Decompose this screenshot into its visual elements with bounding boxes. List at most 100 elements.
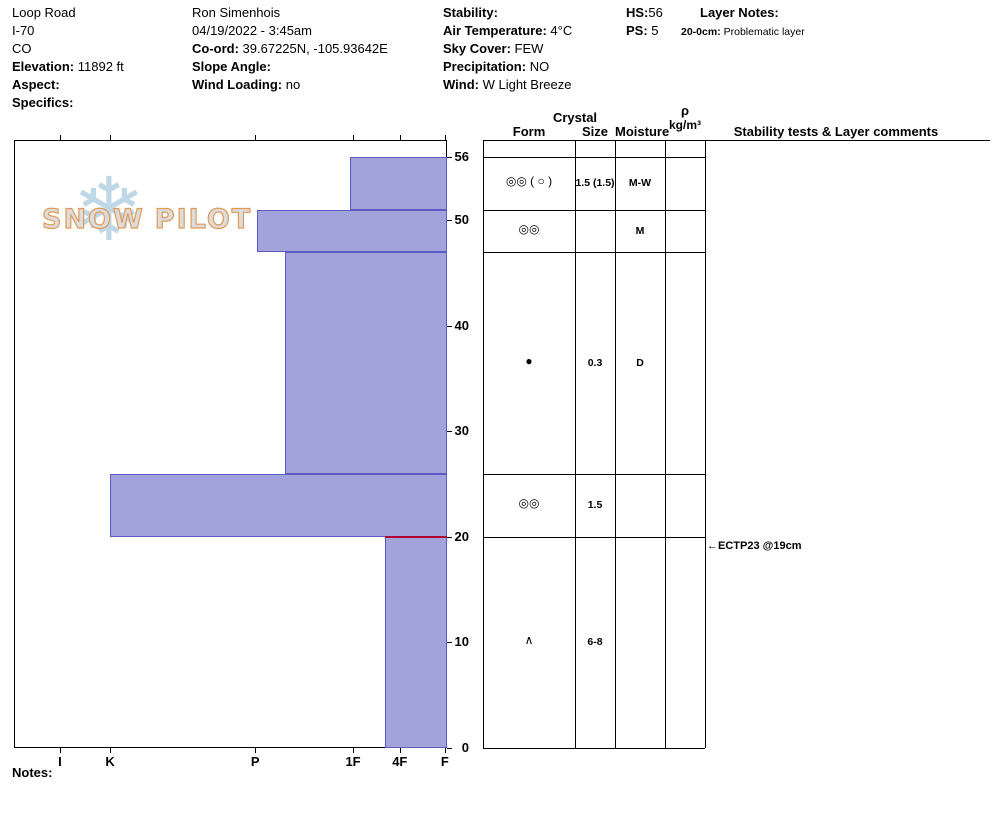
air-temp-value: 4°C: [546, 23, 573, 38]
grain-form-cell: ∧: [524, 633, 534, 648]
moisture-cell: M-W: [628, 177, 652, 190]
hardness-bar: [350, 157, 447, 210]
hardness-axis-label: P: [250, 754, 260, 769]
table-column-line: [705, 140, 706, 748]
layer-boundary-line: [483, 748, 705, 749]
table-top-line: [483, 140, 990, 141]
layer-note-range: 20-0cm:: [681, 26, 721, 38]
snowpilot-logo: ❄ SNOW PILOT: [40, 158, 253, 261]
hardness-tick-top: [255, 135, 257, 140]
table-column-line: [665, 140, 666, 748]
column-header-comments: Stability tests & Layer comments: [733, 124, 939, 139]
column-header-form: Form: [512, 124, 546, 139]
hardness-axis-label: K: [105, 754, 115, 769]
logo-word-snow: SNOW: [41, 203, 145, 235]
sky-cover: Sky Cover: FEW: [443, 40, 543, 57]
specifics-label: Specifics:: [12, 95, 74, 110]
stability-label: Stability:: [443, 5, 498, 20]
hardness-axis-label: F: [440, 754, 449, 769]
aspect-label: Aspect:: [12, 77, 60, 92]
site-elevation: Elevation: 11892 ft: [12, 58, 124, 75]
coord-label: Co-ord:: [192, 41, 239, 56]
hs-label: HS:: [626, 5, 649, 20]
hardness-tick-bottom: [59, 748, 61, 753]
air-temp-label: Air Temperature:: [443, 23, 547, 38]
grain-form-cell: ◎◎: [518, 496, 540, 511]
grain-form-cell: ●: [525, 353, 533, 368]
site-aspect: Aspect:: [12, 76, 60, 93]
layer-notes-title: Layer Notes:: [700, 4, 779, 21]
depth-tick: [447, 220, 452, 222]
depth-axis-label: 30: [454, 423, 469, 439]
layer-boundary-line: [483, 209, 705, 211]
table-column-line: [615, 140, 616, 748]
air-temperature: Air Temperature: 4°C: [443, 22, 572, 39]
elevation-label: Elevation:: [12, 59, 75, 74]
hardness-axis-label: 1F: [345, 754, 361, 769]
snowflake-icon: ❄: [72, 158, 146, 261]
depth-axis-label: 40: [454, 317, 469, 333]
hardness-tick-top: [353, 135, 355, 140]
wind-loading-label: Wind Loading:: [192, 77, 283, 92]
layer-boundary-line: [483, 473, 705, 475]
moisture-cell: D: [636, 356, 644, 369]
logo-word-pilot: PILOT: [154, 203, 253, 235]
site-specifics: Specifics:: [12, 94, 73, 111]
coord-value: 39.67225N, -105.93642E: [238, 41, 388, 56]
grain-form-cell: ◎◎ ( ○ ): [505, 174, 553, 189]
grain-size-cell: 1.5 (1.5): [575, 177, 615, 190]
column-header-moisture: Moisture: [615, 124, 670, 139]
hs-value: 56: [648, 5, 663, 20]
grain-size-cell: 6-8: [587, 636, 603, 649]
wind: Wind: W Light Breeze: [443, 76, 571, 93]
moisture-cell: M: [635, 224, 645, 237]
hardness-axis-label: I: [58, 754, 62, 769]
depth-axis-label: 50: [454, 212, 469, 228]
ps-value: 5: [647, 23, 659, 38]
wind-loading-value: no: [282, 77, 301, 92]
layer-boundary-line: [483, 536, 705, 538]
grain-form-cell: ◎◎: [518, 221, 540, 236]
notes-label: Notes:: [12, 765, 53, 780]
grain-size-cell: 1.5: [587, 499, 603, 512]
depth-tick: [447, 325, 452, 327]
grain-size-cell: 0.3: [587, 356, 603, 369]
wind-label: Wind:: [443, 77, 479, 92]
hardness-tick-top: [399, 135, 401, 140]
wind-value: W Light Breeze: [478, 77, 572, 92]
slope-angle-label: Slope Angle:: [192, 59, 271, 74]
snow-height: HS:56: [626, 4, 663, 21]
sky-cover-label: Sky Cover:: [443, 41, 511, 56]
site-road: I-70: [12, 23, 35, 38]
ps-label: PS:: [626, 23, 648, 38]
site-state: CO: [12, 41, 32, 56]
layer-notes-title-text: Layer Notes:: [700, 5, 779, 20]
depth-tick: [447, 157, 452, 158]
depth-tick: [447, 748, 452, 749]
sky-cover-value: FEW: [510, 41, 544, 56]
column-header-density-unit: kg/m³: [668, 118, 701, 132]
hardness-tick-top: [110, 135, 112, 140]
hardness-bar: [110, 473, 447, 537]
column-header-size: Size: [581, 124, 608, 139]
depth-axis-label: 0: [461, 740, 469, 755]
coordinates: Co-ord: 39.67225N, -105.93642E: [192, 40, 388, 57]
hardness-tick-bottom: [444, 748, 446, 753]
precipitation-value: NO: [526, 59, 550, 74]
stability-test-annotation: ←ECTP23 @19cm: [707, 540, 802, 553]
table-column-line: [483, 140, 484, 748]
layer-note-text: Problematic layer: [720, 26, 805, 38]
depth-tick: [447, 642, 452, 644]
elevation-value: 11892 ft: [74, 59, 124, 74]
depth-tick: [447, 536, 452, 538]
hardness-bar: [385, 536, 447, 748]
depth-axis-label: 10: [454, 634, 469, 650]
snow-surface-line: [483, 157, 705, 158]
depth-tick: [447, 431, 452, 433]
slope-angle: Slope Angle:: [192, 58, 271, 75]
observer-name: Ron Simenhois: [192, 5, 281, 20]
site-name: Loop Road: [12, 5, 76, 20]
depth-axis-label: 20: [454, 528, 469, 544]
precipitation-label: Precipitation:: [443, 59, 527, 74]
